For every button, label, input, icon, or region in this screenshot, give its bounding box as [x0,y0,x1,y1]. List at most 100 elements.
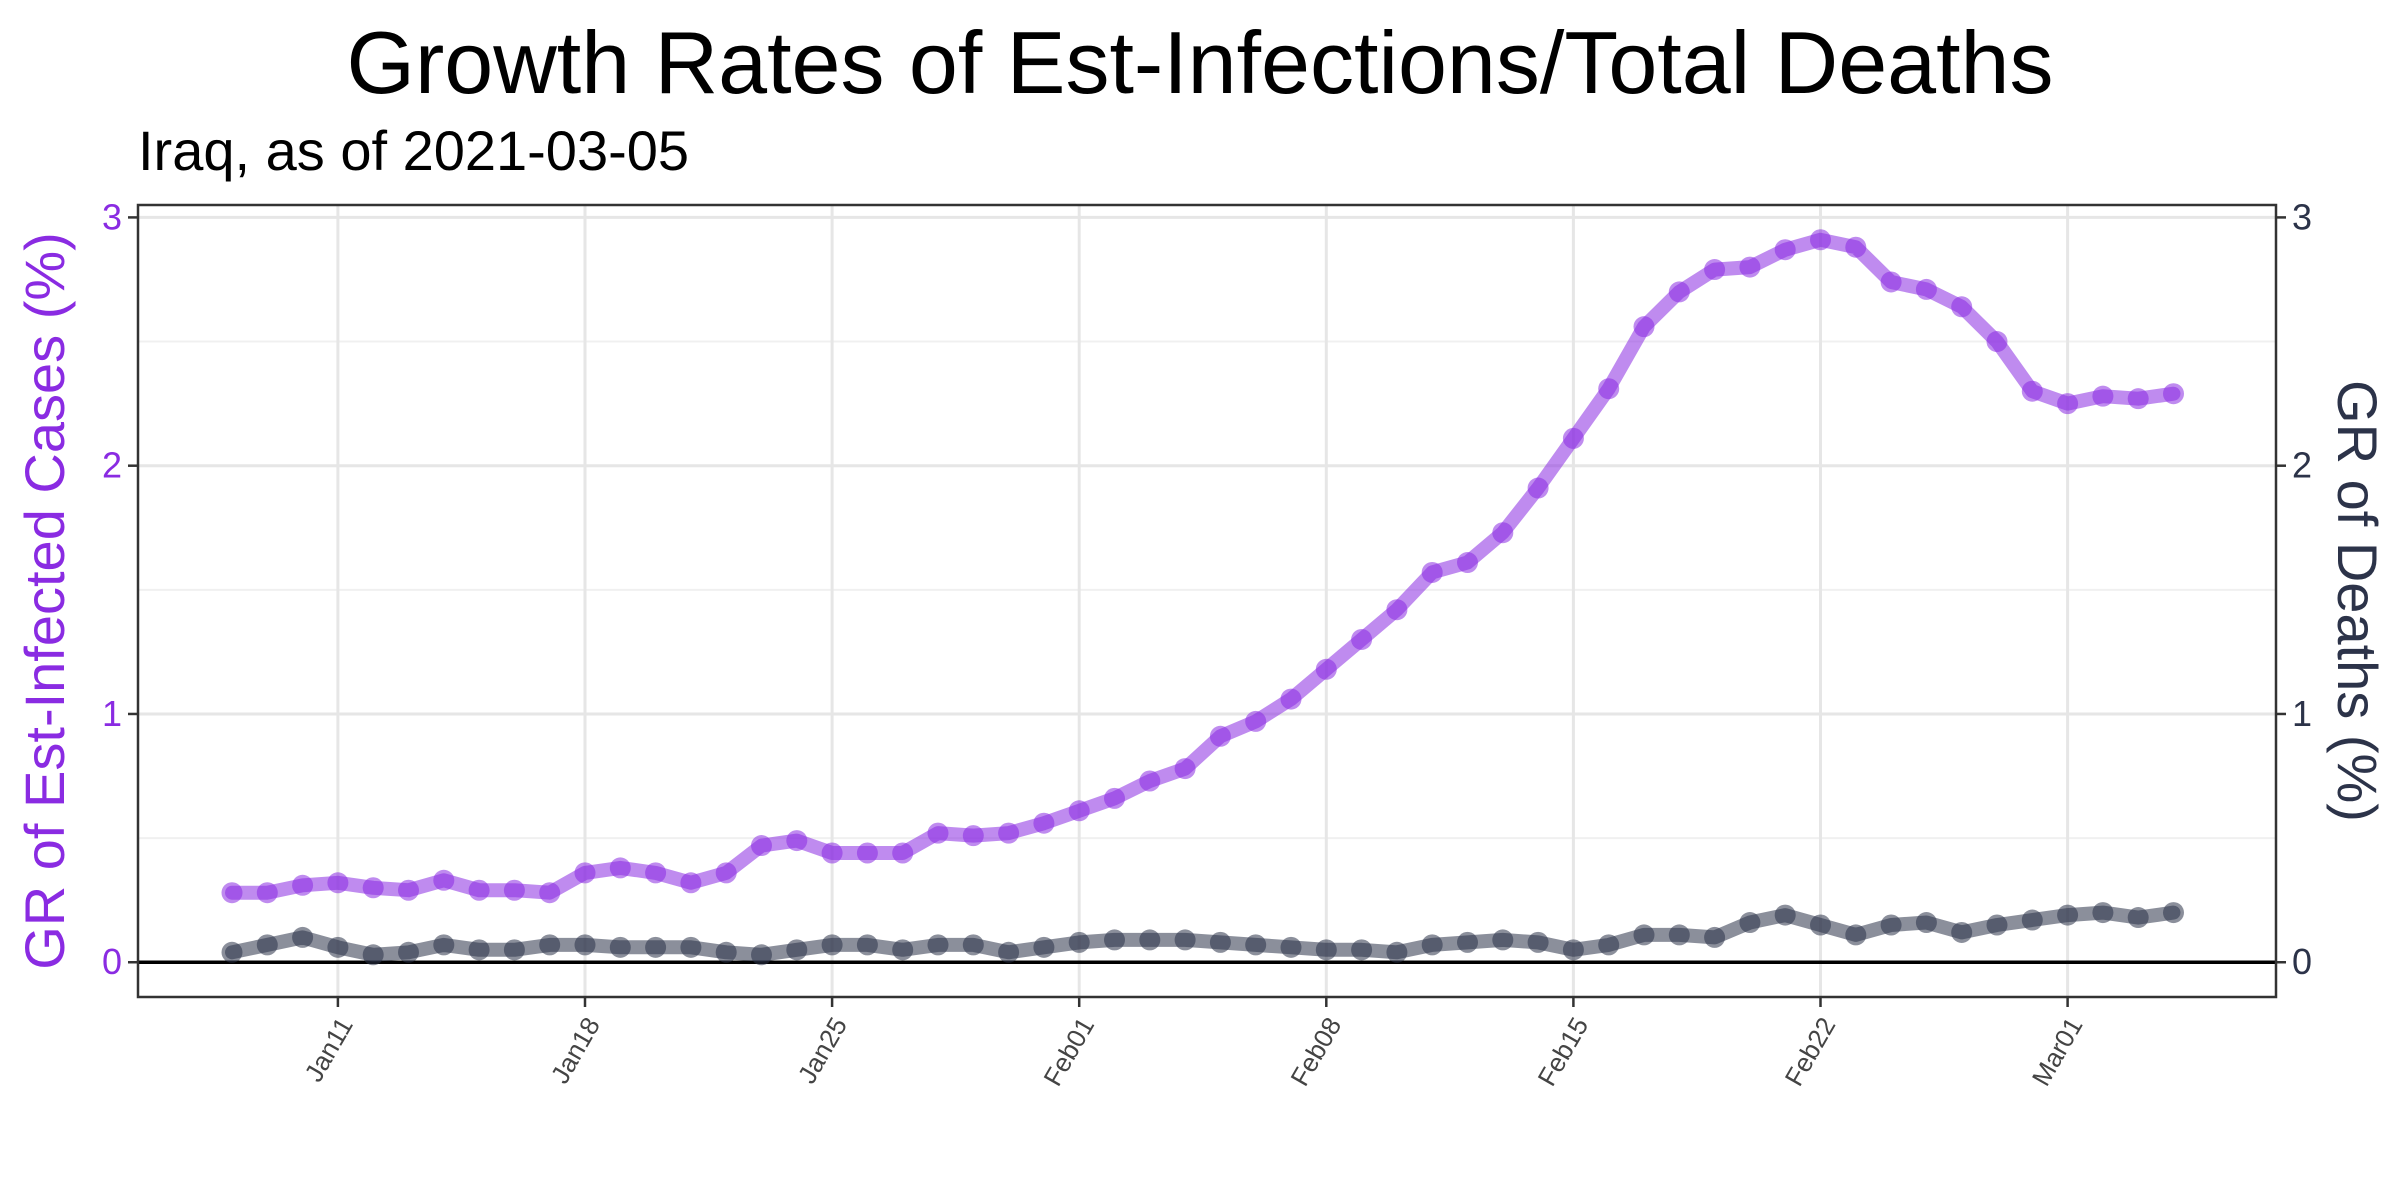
series-2-point [2057,904,2079,926]
series-1-point [503,879,525,901]
series-2-point [327,936,349,958]
series-2-point [1068,931,1090,953]
chart-subtitle: Iraq, as of 2021-03-05 [138,119,690,182]
x-tick-label: Feb08 [1284,1012,1347,1091]
series-1-point [1845,236,1867,258]
series-2-point [1104,929,1125,951]
series-2-point [398,941,419,963]
y-left-tick-label: 3 [102,196,122,237]
series-1-point [539,882,561,904]
series-2-point [2092,902,2114,924]
series-1-point [1174,758,1196,780]
series-2-point [1845,924,1867,946]
series-1-point [1033,812,1055,834]
series-2-point [1810,914,1831,936]
series-2-point [1562,939,1584,961]
y-right-tick-label: 0 [2292,941,2312,982]
series-1-point [892,842,914,864]
series-1-point [362,877,384,899]
series-2-point [292,926,314,948]
series-2-point [1527,931,1549,953]
y-right-axis-title: GR of Deaths (%) [2326,380,2389,822]
series-1-point [786,830,808,852]
series-2-point [609,936,631,958]
series-2-point [1351,939,1373,961]
series-1-point [1598,378,1620,400]
y-left-axis-title: GR of Est-Infected Cases (%) [13,232,76,970]
series-2-point [1915,912,1937,934]
series-1-point [1704,259,1726,281]
series-1-point [856,842,878,864]
series-2-point [1421,934,1443,956]
series-2-point [221,941,243,963]
series-1-point [1457,552,1478,574]
x-tick-label: Jan11 [298,1012,358,1087]
series-2-point [1492,929,1514,951]
series-2-point [892,939,914,961]
series-2-point [1245,934,1267,956]
series-1-point [1739,256,1761,278]
series-1-point [1068,800,1090,822]
plot-background [138,205,2276,997]
series-2-point [1386,941,1408,963]
series-2-point [1633,924,1655,946]
series-1-point [1386,599,1408,621]
series-1-point [1315,658,1337,680]
series-1-point [1986,331,2008,353]
series-1-point [1951,296,1973,318]
series-1-point [2163,383,2184,405]
series-2-point [1704,926,1726,948]
series-1-point [715,862,737,884]
series-2-point [927,934,949,956]
series-1-point [327,872,349,894]
series-1-point [609,857,631,879]
series-1-point [1880,271,1902,293]
series-2-point [645,936,667,958]
series-1-point [1492,522,1514,544]
series-1-point [927,822,949,844]
series-1-point [1421,561,1443,583]
series-1-point [680,872,702,894]
series-2-point [1174,929,1196,951]
series-2-point [1280,936,1302,958]
series-2-point [433,934,455,956]
series-2-point [1739,912,1761,934]
series-2-point [821,934,843,956]
series-1-point [292,874,314,896]
series-1-point [751,835,772,857]
series-2-point [1209,931,1231,953]
series-1-point [1810,229,1831,251]
x-tick-label: Feb22 [1779,1012,1842,1091]
series-1-point [1351,628,1373,650]
series-2-point [2127,907,2149,929]
series-1-point [998,822,1020,844]
series-2-point [468,939,490,961]
series-1-point [1633,316,1655,338]
series-1-point [1104,787,1125,809]
series-1-point [821,842,843,864]
series-1-point [256,882,278,904]
chart-title: Growth Rates of Est-Infections/Total Dea… [346,13,2054,112]
series-1-point [1774,239,1796,261]
series-1-point [1527,477,1549,499]
series-2-point [1315,939,1337,961]
series-1-point [2127,388,2149,410]
series-1-point [1245,710,1267,732]
series-1-point [574,862,596,884]
x-tick-label: Jan18 [545,1012,606,1088]
series-2-point [1880,914,1902,936]
series-2-point [786,939,808,961]
series-2-point [1598,934,1620,956]
series-1-point [1562,427,1584,449]
series-2-point [1668,924,1690,946]
series-2-point [1139,929,1161,951]
series-2-point [1457,931,1478,953]
series-2-point [715,941,737,963]
series-1-point [398,879,419,901]
y-left-tick-label: 1 [102,693,122,734]
series-2-point [680,936,702,958]
series-1-point [962,825,984,847]
y-left-tick-label: 2 [102,445,122,486]
y-right-tick-label: 1 [2292,693,2312,734]
